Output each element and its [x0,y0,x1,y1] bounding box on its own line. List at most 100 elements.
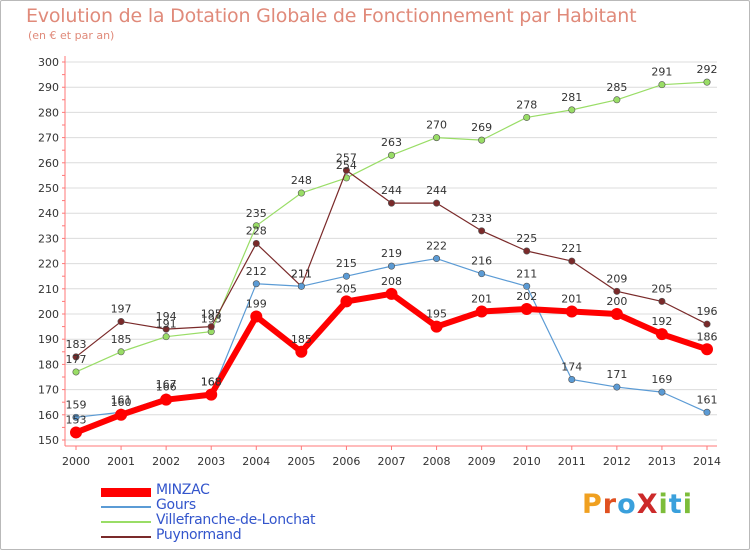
x-tick-label: 2003 [197,455,225,468]
data-label: 200 [606,295,627,308]
data-label: 263 [381,136,402,149]
data-point [162,325,170,333]
x-tick-label: 2006 [332,455,360,468]
data-label: 192 [651,315,672,328]
data-point [613,287,621,295]
y-tick-label: 220 [38,258,59,271]
data-point [340,295,353,308]
data-label: 209 [606,272,627,285]
data-label: 285 [606,81,627,94]
data-label: 248 [291,174,312,187]
data-point [117,348,125,356]
data-point [252,222,260,230]
legend-label: MINZAC [156,482,210,498]
data-label: 278 [516,98,537,111]
x-tick-label: 2001 [107,455,135,468]
data-label: 199 [246,298,267,311]
data-point [72,413,80,421]
y-tick-label: 290 [38,81,59,94]
data-point [703,320,711,328]
data-point [523,113,531,121]
data-label: 161 [111,393,132,406]
data-point [115,408,128,421]
x-tick-label: 2011 [558,455,586,468]
logo-letter: o [617,489,637,520]
data-label: 174 [561,361,582,374]
data-label: 270 [426,119,447,132]
data-label: 195 [426,308,447,321]
data-point [655,328,668,341]
x-tick-label: 2005 [287,455,315,468]
data-point [70,426,82,439]
data-label: 153 [66,413,87,426]
legend-label: Gours [156,497,196,513]
data-point [162,333,170,341]
data-label: 168 [201,376,222,389]
x-tick-label: 2002 [152,455,180,468]
data-point [433,134,441,142]
data-label: 168 [201,376,222,389]
data-label: 195 [201,308,222,321]
data-label: 208 [381,275,402,288]
data-point [72,368,80,376]
y-tick-label: 190 [38,333,59,346]
data-point [433,199,441,207]
data-point [658,297,666,305]
data-label: 228 [246,224,267,237]
data-point [250,310,263,323]
x-tick-label: 2013 [648,455,676,468]
data-label: 211 [291,267,312,280]
data-point [613,383,621,391]
data-point [523,247,531,255]
logo-letter: P [582,489,603,520]
data-point [703,408,711,416]
legend-swatch [101,521,151,523]
logo-letter: X [636,489,659,520]
data-label: 185 [291,333,312,346]
data-point [72,353,80,361]
grid [65,61,717,441]
x-tick-label: 2012 [603,455,631,468]
data-point [478,227,486,235]
data-point [523,282,531,290]
data-label: 186 [697,330,718,343]
data-label: 291 [651,66,672,79]
data-label: 161 [697,393,718,406]
x-tick-label: 2004 [242,455,270,468]
data-point [565,305,578,318]
data-label: 202 [516,290,537,303]
data-point [117,318,125,326]
data-point [568,106,576,114]
data-point [252,280,260,288]
y-tick-label: 250 [38,182,59,195]
axes: 150 160 170 180 190 200 210 220 230 240 250 260 270 2… [38,56,721,468]
data-label: 177 [66,353,87,366]
data-label: 167 [156,378,177,391]
x-tick-label: 2010 [513,455,541,468]
data-label: 212 [246,265,267,278]
y-tick-label: 240 [38,207,59,220]
data-label: 185 [111,333,132,346]
data-point [701,343,713,356]
chart-subtitle: (en € et par an) [28,29,115,42]
chart-title: Evolution de la Dotation Globale de Fonc… [26,5,637,27]
data-point [658,388,666,396]
y-tick-label: 270 [38,132,59,145]
data-point [297,189,305,197]
legend-swatch [101,487,151,497]
data-point [342,166,350,174]
data-label: 281 [561,91,582,104]
data-label: 159 [66,398,87,411]
x-tick-label: 2008 [423,455,451,468]
x-tick-label: 2000 [62,455,90,468]
data-label: 244 [381,184,402,197]
data-labels: 153 160 166 168 199 185 205 208 195 201 202 201 200 1… [66,63,718,426]
y-tick-label: 300 [38,56,59,69]
data-label: 205 [651,282,672,295]
data-label: 166 [156,381,177,394]
series-lines [70,78,713,439]
x-tick-label: 2007 [378,455,406,468]
data-point [568,376,576,384]
data-label: 221 [561,242,582,255]
